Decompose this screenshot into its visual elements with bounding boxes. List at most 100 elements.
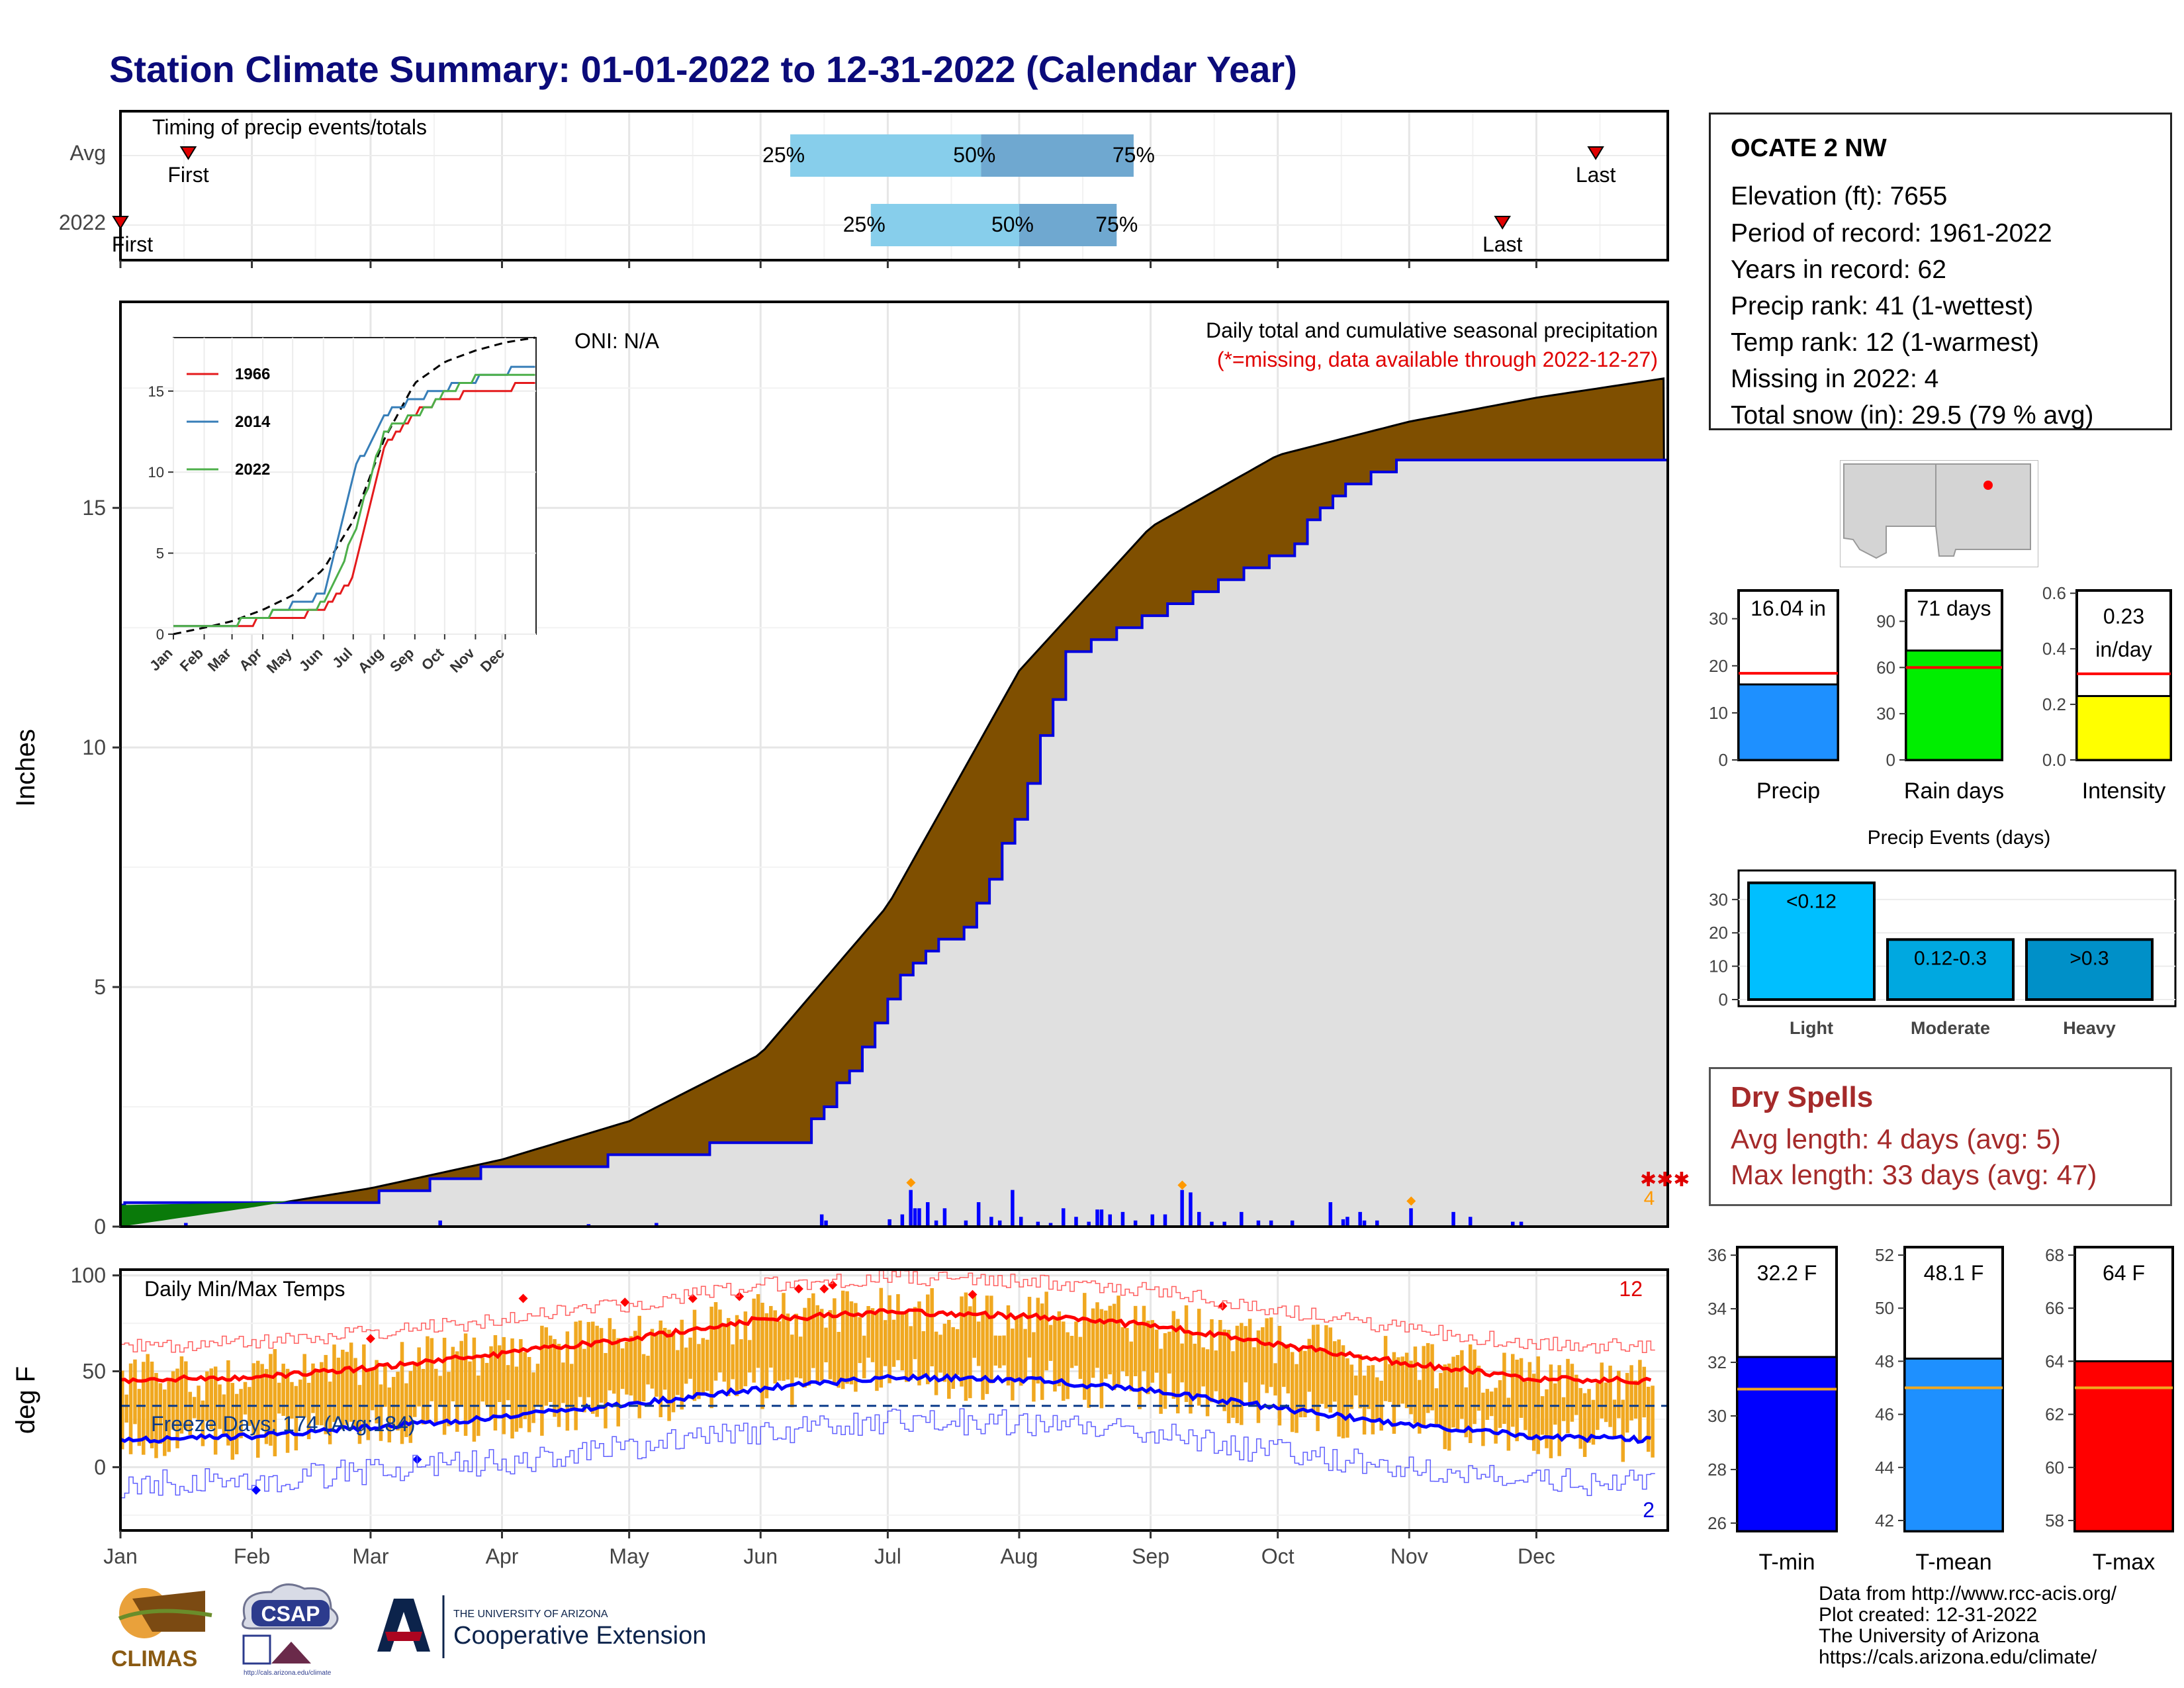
- timing-label: Timing of precip events/totals: [152, 115, 427, 139]
- temp-range-bar: [201, 1400, 205, 1446]
- temp-range-bar: [896, 1294, 900, 1360]
- temp-range-bar: [1439, 1373, 1443, 1428]
- temp-range-bar: [179, 1356, 184, 1434]
- daily-precip-bar: [1189, 1192, 1193, 1227]
- temp-range-bar: [760, 1302, 764, 1409]
- inset-month-Nov: Nov: [447, 644, 478, 676]
- temp-range-bar: [426, 1336, 430, 1424]
- temp-range-bar: [412, 1362, 417, 1417]
- temp-range-bar: [718, 1309, 722, 1373]
- timing-2022-p25-label: 25%: [843, 212, 886, 236]
- temp-range-bar: [620, 1348, 625, 1389]
- temp-range-bar: [1240, 1323, 1244, 1425]
- temp-range-bar: [128, 1363, 133, 1454]
- temp-summary-tick-0-2: 30: [1707, 1406, 1727, 1426]
- inset-ytick-10: 10: [148, 464, 164, 481]
- temp-range-bar: [1591, 1399, 1596, 1445]
- station-info-box: OCATE 2 NW Elevation (ft): 7655 Period o…: [1709, 113, 2172, 430]
- temp-range-bar: [739, 1339, 743, 1390]
- temp-summary-tick-0-4: 34: [1707, 1299, 1727, 1319]
- temp-range-bar: [519, 1338, 523, 1429]
- temp-range-bar: [438, 1376, 442, 1407]
- temp-range-bar: [1256, 1330, 1261, 1423]
- timing-2022-p50-label: 50%: [991, 212, 1034, 236]
- temp-range-bar: [251, 1363, 256, 1436]
- temp-range-bar: [133, 1359, 137, 1425]
- record-high-marker: [365, 1334, 375, 1344]
- events-bar-label-2: >0.3: [2070, 947, 2109, 969]
- temp-range-bar: [391, 1377, 396, 1427]
- temp-range-bar: [124, 1394, 128, 1423]
- precip-panel: Daily total and cumulative seasonal prec…: [11, 301, 1690, 1238]
- daily-precip-bar: [887, 1219, 891, 1227]
- temp-range-bar: [459, 1340, 463, 1406]
- temp-range-bar: [1235, 1325, 1240, 1423]
- temp-range-bar: [930, 1288, 934, 1367]
- heavy-event-marker: [906, 1178, 916, 1188]
- temp-range-bar: [255, 1360, 260, 1458]
- temp-range-bar: [163, 1389, 167, 1456]
- timing-avg-first-marker: [179, 146, 197, 160]
- timing-2022-last-label: Last: [1482, 232, 1523, 256]
- temp-range-bar: [1638, 1360, 1642, 1444]
- temp-range-bar: [1027, 1297, 1032, 1358]
- temp-range-bar: [1048, 1325, 1053, 1361]
- timing-avg-first-label: First: [167, 163, 208, 187]
- temp-range-bar: [357, 1385, 362, 1444]
- temp-range-bar: [1214, 1350, 1218, 1391]
- temp-frame: [119, 1268, 1669, 1532]
- temp-panel: Daily Min/Max Temps Freeze Days: 174 (Av…: [11, 1264, 1669, 1568]
- summary-bar-Precip: [1737, 683, 1839, 761]
- daily-precip-bar: [1163, 1214, 1167, 1227]
- month-label-Dec: Dec: [1518, 1544, 1555, 1568]
- temp-range-bar: [1633, 1380, 1638, 1419]
- temp-range-bar: [1646, 1386, 1651, 1452]
- station-missing: Missing in 2022: 4: [1731, 365, 1939, 393]
- daily-precip-bar: [1345, 1217, 1349, 1227]
- temp-range-bar: [1418, 1380, 1422, 1434]
- temp-range-bar: [1324, 1325, 1328, 1409]
- climas-text: CLIMAS: [111, 1646, 197, 1671]
- temp-range-bar: [891, 1319, 896, 1367]
- temp-range-bar: [786, 1313, 790, 1380]
- credit-line-2: Plot created: 12-31-2022: [1819, 1604, 2038, 1626]
- daily-precip-bar: [976, 1202, 981, 1227]
- temp-summary-tick-1-1: 44: [1875, 1458, 1894, 1477]
- temp-range-bar: [582, 1348, 586, 1413]
- temp-range-bar: [1489, 1391, 1494, 1417]
- inset-month-Dec: Dec: [477, 645, 508, 675]
- record-max-line: [120, 1270, 1655, 1354]
- temp-range-bar: [1481, 1392, 1485, 1446]
- temp-range-bar: [1468, 1344, 1473, 1443]
- temp-range-bar: [1083, 1293, 1087, 1400]
- temp-range-bar: [158, 1383, 163, 1444]
- temp-range-bar: [841, 1290, 845, 1389]
- temp-range-bar: [315, 1369, 320, 1425]
- daily-precip-bar: [1108, 1214, 1112, 1227]
- temp-range-bar: [1409, 1360, 1413, 1415]
- climas-logo: CLIMAS: [111, 1588, 212, 1671]
- temp-range-bar: [306, 1382, 311, 1440]
- temp-range-bar: [1341, 1345, 1345, 1438]
- temp-range-bar: [341, 1349, 345, 1430]
- temp-range-bar: [285, 1368, 290, 1453]
- temp-range-bar: [349, 1342, 353, 1422]
- temp-range-bar: [777, 1321, 782, 1381]
- timing-avg-50-75: [981, 134, 1134, 177]
- month-label-Jan: Jan: [103, 1544, 138, 1568]
- heavy-event-marker: [1406, 1196, 1416, 1206]
- temp-range-bar: [1099, 1309, 1104, 1409]
- credits: Data from http://www.rcc-acis.org/ Plot …: [1819, 1583, 2116, 1668]
- daily-precip-bar: [1341, 1219, 1345, 1227]
- daily-precip-bar: [1510, 1221, 1515, 1227]
- daily-precip-bar: [1180, 1190, 1184, 1227]
- station-location-dot: [1983, 481, 1993, 490]
- temp-range-bar: [1184, 1305, 1189, 1402]
- temp-range-bar: [909, 1326, 913, 1380]
- record-high-marker: [828, 1280, 838, 1290]
- temp-range-bar: [1477, 1366, 1481, 1411]
- temp-range-bar: [1171, 1311, 1176, 1399]
- temp-range-bar: [845, 1291, 849, 1384]
- temp-range-bar: [887, 1295, 891, 1383]
- csap-logo: CSAP http://cals.arizona.edu/climate: [242, 1583, 339, 1677]
